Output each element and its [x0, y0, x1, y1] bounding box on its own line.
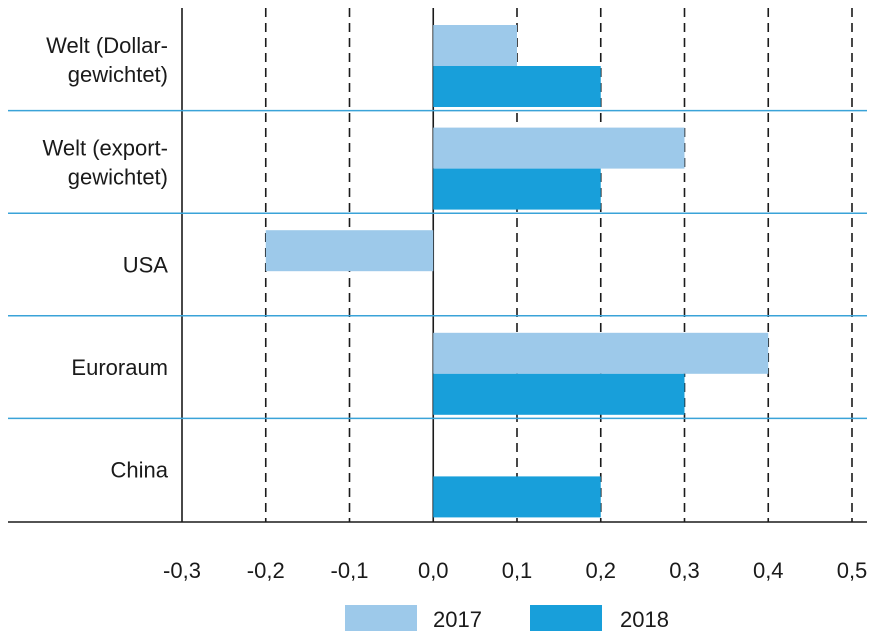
category-label: Welt (export-gewichtet) [42, 135, 168, 189]
category-label-line: Euroraum [71, 355, 168, 380]
x-tick-label: 0,4 [753, 558, 784, 583]
category-label-line: USA [123, 253, 169, 278]
category-label: Euroraum [71, 355, 168, 380]
legend-label-2017: 2017 [433, 607, 482, 632]
bar-2018 [433, 373, 685, 415]
legend: 2017 2018 [345, 605, 669, 632]
category-labels: Welt (Dollar-gewichtet)Welt (export-gewi… [42, 33, 168, 483]
tick-labels: -0,3 -0,2 -0,1 0,0 0,1 0,2 0,3 0,4 0,5 [163, 558, 867, 583]
bars [265, 25, 769, 518]
category-label-line: gewichtet) [68, 62, 168, 87]
category-label: USA [123, 253, 169, 278]
category-label-line: gewichtet) [68, 164, 168, 189]
category-separators [8, 109, 867, 420]
category-label: Welt (Dollar-gewichtet) [46, 33, 168, 87]
bar-2018 [433, 66, 601, 107]
category-label: China [111, 458, 169, 483]
bar-2018 [433, 476, 601, 518]
x-tick-label: -0,1 [331, 558, 369, 583]
category-label-line: China [111, 458, 169, 483]
legend-label-2018: 2018 [620, 607, 669, 632]
x-tick-label: -0,2 [247, 558, 285, 583]
x-tick-label: 0,1 [502, 558, 533, 583]
legend-swatch-2017 [345, 605, 417, 631]
bar-2017 [433, 127, 685, 169]
legend-swatch-2018 [530, 605, 602, 631]
bar-2018 [433, 168, 601, 210]
x-tick-label: 0,3 [669, 558, 700, 583]
x-tick-label: 0,5 [837, 558, 868, 583]
bar-2017 [433, 25, 517, 66]
bar-2017 [265, 230, 434, 272]
bar-2017 [433, 332, 769, 374]
x-tick-label: 0,2 [585, 558, 616, 583]
x-tick-label: 0,0 [418, 558, 449, 583]
x-tick-label: -0,3 [163, 558, 201, 583]
category-label-line: Welt (export- [42, 135, 168, 160]
category-label-line: Welt (Dollar- [46, 33, 168, 58]
